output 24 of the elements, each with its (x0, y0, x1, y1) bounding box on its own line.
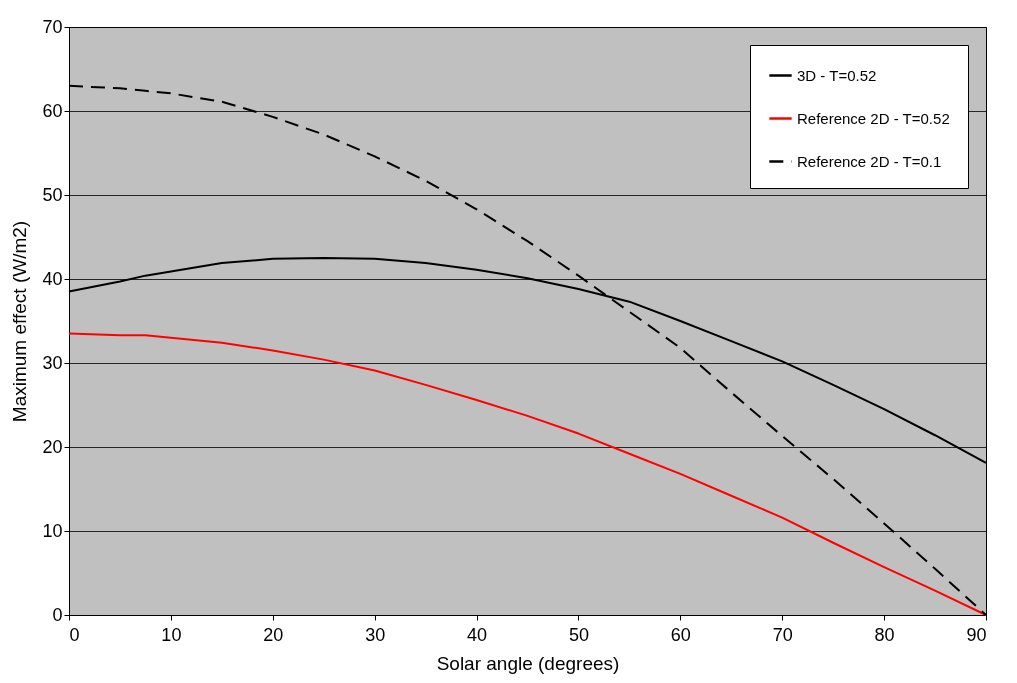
x-tick-label: 60 (670, 624, 691, 645)
y-tick-label: 10 (42, 520, 63, 541)
x-axis-title: Solar angle (degrees) (436, 652, 620, 674)
y-tick-label: 60 (42, 100, 63, 121)
x-tick-label: 20 (263, 624, 284, 645)
legend-label: Reference 2D - T=0.52 (797, 109, 950, 127)
y-tick-label: 30 (42, 352, 63, 373)
x-tick-label: 40 (467, 624, 488, 645)
y-tick-label: 40 (42, 268, 63, 289)
x-tick-label: 90 (966, 624, 987, 645)
x-tick-label: 10 (161, 624, 182, 645)
x-tick-label: 50 (568, 624, 589, 645)
x-tick-label: 30 (365, 624, 386, 645)
y-tick-label: 0 (52, 604, 63, 625)
legend-label: 3D - T=0.52 (797, 66, 877, 84)
line-series (68, 332, 987, 616)
legend-label: Reference 2D - T=0.1 (797, 152, 942, 170)
y-axis-title: Maximum effect (W/m2) (9, 220, 31, 423)
x-tick-label: 70 (772, 624, 793, 645)
y-tick-label: 20 (42, 436, 63, 457)
y-tick-label: 50 (42, 184, 63, 205)
x-tick-label: 80 (874, 624, 895, 645)
y-tick-label: 70 (42, 16, 63, 37)
x-tick-label: 0 (69, 624, 80, 645)
